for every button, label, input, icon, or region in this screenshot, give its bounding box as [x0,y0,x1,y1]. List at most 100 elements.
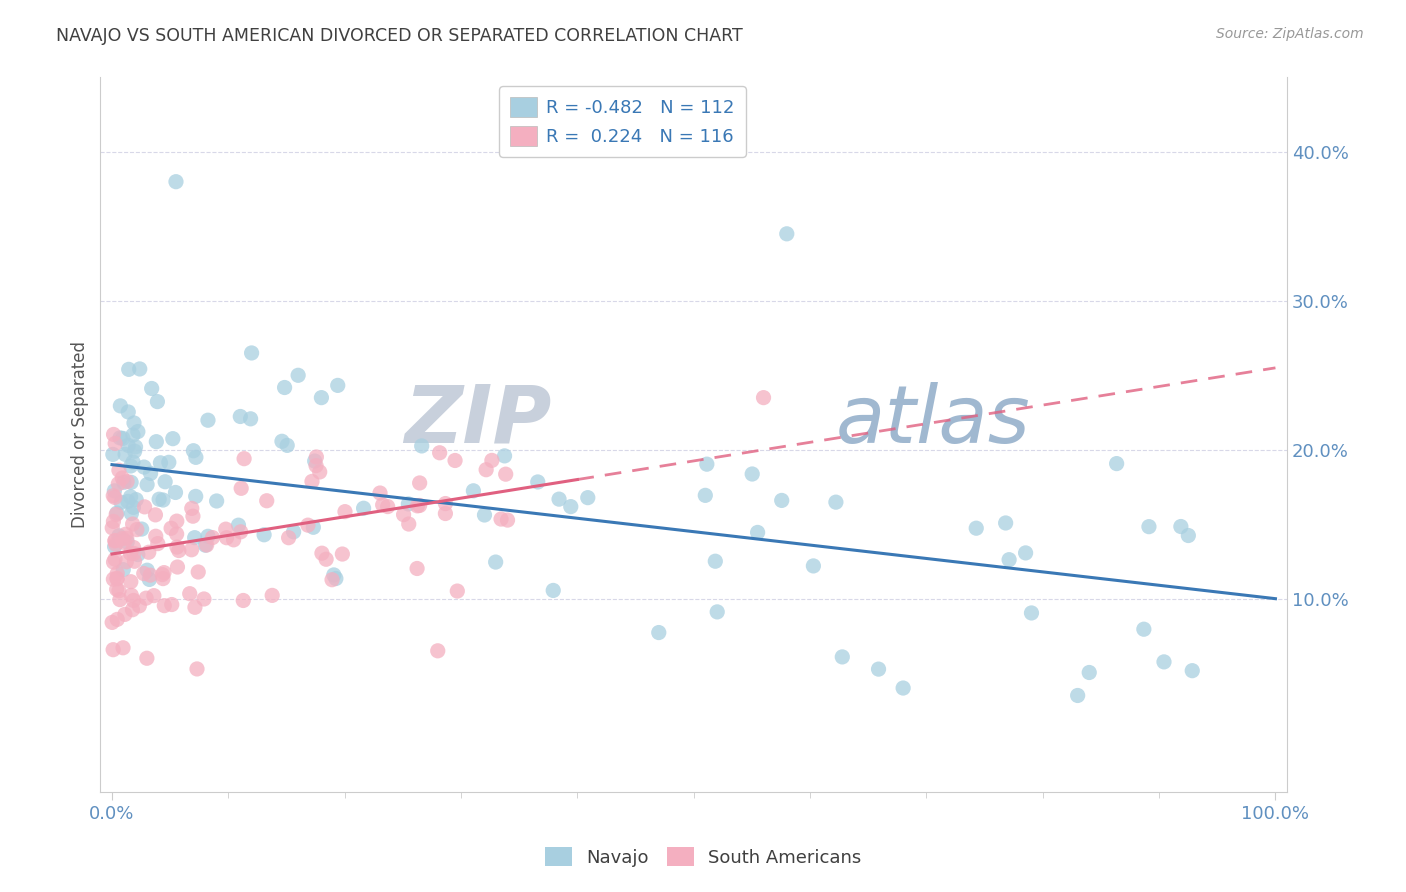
Point [706,605,728,619]
Point [229,409,252,424]
Point [215,522,238,536]
Point [145,434,167,449]
Point [444,453,467,467]
Point [153,475,176,489]
Point [891,681,914,695]
Point [434,507,457,521]
Point [141,382,163,396]
Text: Source: ZipAtlas.com: Source: ZipAtlas.com [1216,27,1364,41]
Point [108,583,131,598]
Point [114,447,136,461]
Point [747,525,769,540]
Point [1153,655,1175,669]
Point [1066,689,1088,703]
Text: NAVAJO VS SOUTH AMERICAN DIVORCED OR SEPARATED CORRELATION CHART: NAVAJO VS SOUTH AMERICAN DIVORCED OR SEP… [56,27,742,45]
Point [122,500,145,515]
Point [122,428,145,442]
Point [276,438,298,452]
Point [1177,528,1199,542]
Point [256,493,278,508]
Point [121,517,143,532]
Point [205,494,228,508]
Point [127,425,149,439]
Point [560,500,582,514]
Point [1078,665,1101,680]
Point [166,540,188,554]
Point [481,453,503,467]
Point [101,642,124,657]
Point [411,439,433,453]
Point [228,518,250,533]
Point [825,495,848,509]
Point [392,508,415,522]
Point [120,458,142,473]
Point [229,524,252,539]
Point [741,467,763,481]
Point [262,588,284,602]
Point [105,508,128,522]
Point [239,412,262,426]
Point [1021,606,1043,620]
Point [121,603,143,617]
Point [110,495,132,509]
Point [107,476,129,491]
Point [287,368,309,383]
Point [120,490,142,504]
Point [139,568,162,582]
Point [117,494,139,508]
Point [180,501,202,516]
Point [128,362,150,376]
Point [105,572,128,586]
Point [396,497,419,511]
Point [104,436,127,450]
Point [326,378,349,392]
Point [998,552,1021,566]
Point [134,500,156,514]
Point [124,440,146,454]
Point [489,512,512,526]
Y-axis label: Divorced or Separated: Divorced or Separated [72,342,89,528]
Point [485,555,508,569]
Point [311,546,333,560]
Point [548,492,571,507]
Point [145,508,167,522]
Point [406,561,429,575]
Text: atlas: atlas [837,382,1031,459]
Point [240,346,263,360]
Point [302,520,325,534]
Point [122,416,145,430]
Point [111,471,134,485]
Point [122,455,145,469]
Point [105,582,128,597]
Point [496,513,519,527]
Point [315,552,337,566]
Point [101,447,124,461]
Point [149,456,172,470]
Point [398,516,420,531]
Point [104,537,127,551]
Point [125,492,148,507]
Point [301,475,323,489]
Point [475,463,498,477]
Point [167,543,190,558]
Point [105,566,128,581]
Point [426,644,449,658]
Point [271,434,294,449]
Point [1137,519,1160,533]
Point [139,467,162,481]
Point [187,565,209,579]
Point [368,486,391,500]
Point [128,599,150,613]
Point [104,533,127,548]
Point [576,491,599,505]
Point [114,607,136,622]
Point [1181,664,1204,678]
Point [104,533,127,548]
Point [333,505,356,519]
Point [222,533,245,547]
Point [803,558,825,573]
Point [321,573,343,587]
Point [305,450,328,464]
Point [1133,622,1156,636]
Point [103,427,125,442]
